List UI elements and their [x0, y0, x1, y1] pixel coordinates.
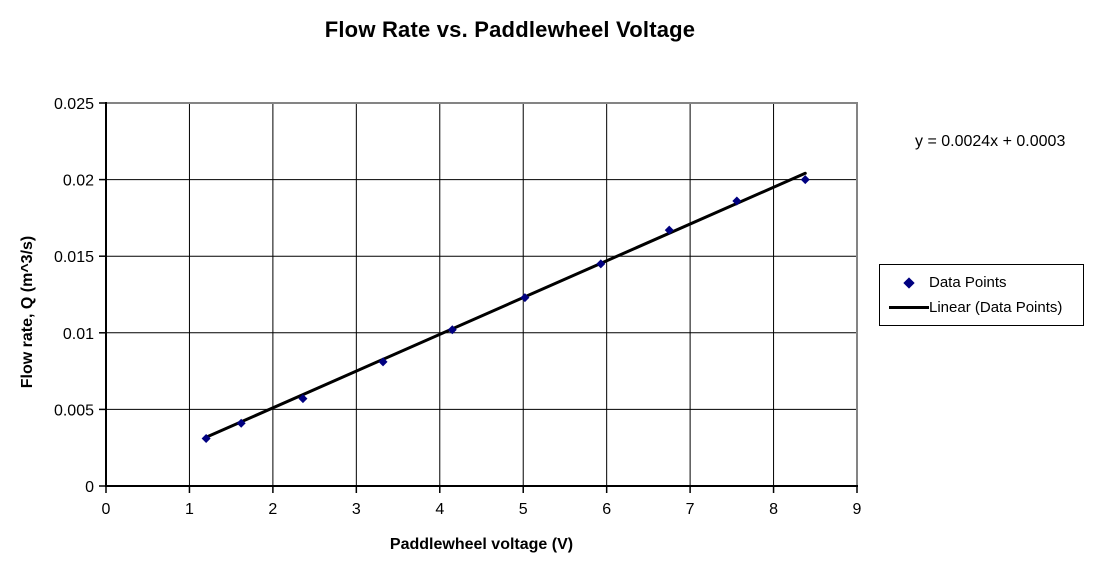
y-tick-label: 0.015 [54, 249, 94, 266]
x-tick-label: 3 [352, 501, 361, 518]
chart-title: Flow Rate vs. Paddlewheel Voltage [324, 17, 696, 42]
data-point-marker [520, 293, 530, 303]
x-tick-label: 6 [602, 501, 611, 518]
trendline [204, 171, 807, 439]
data-point-marker [664, 225, 674, 235]
data-point-marker [378, 357, 388, 367]
data-point-marker [447, 325, 457, 335]
data-point-marker [298, 394, 308, 404]
data-point-marker [201, 434, 211, 444]
x-tick-label: 8 [769, 501, 778, 518]
y-tick-label: 0.005 [54, 402, 94, 419]
x-tick-label: 7 [686, 501, 695, 518]
y-tick-label: 0.01 [63, 326, 94, 343]
x-axis-title: Paddlewheel voltage (V) [389, 536, 574, 553]
legend-label-linear: Linear (Data Points) [929, 299, 1063, 316]
y-tick-label: 0.025 [54, 96, 94, 113]
data-point-marker [236, 418, 246, 428]
diamond-marker-icon [903, 276, 915, 289]
legend-label-data-points: Data Points [929, 274, 1007, 291]
data-point-marker [800, 175, 810, 185]
legend: Data Points Linear (Data Points) [879, 264, 1084, 326]
x-tick-label: 0 [102, 501, 111, 518]
data-point-marker [596, 259, 606, 269]
y-tick-label: 0 [85, 479, 94, 496]
x-tick-label: 1 [185, 501, 194, 518]
y-axis-title: Flow rate, Q (m^3/s) [19, 235, 36, 389]
legend-marker-box [889, 306, 929, 309]
trendline-equation: y = 0.0024x + 0.0003 [915, 133, 1066, 150]
line-marker-icon [889, 306, 929, 309]
x-tick-label: 5 [519, 501, 528, 518]
legend-item-data-points: Data Points [880, 270, 1083, 295]
x-tick-label: 9 [853, 501, 862, 518]
x-tick-label: 2 [268, 501, 277, 518]
x-tick-label: 4 [435, 501, 444, 518]
legend-item-linear: Linear (Data Points) [880, 295, 1083, 320]
y-tick-label: 0.02 [63, 173, 94, 190]
legend-marker-box [889, 276, 929, 289]
data-point-marker [732, 196, 742, 206]
